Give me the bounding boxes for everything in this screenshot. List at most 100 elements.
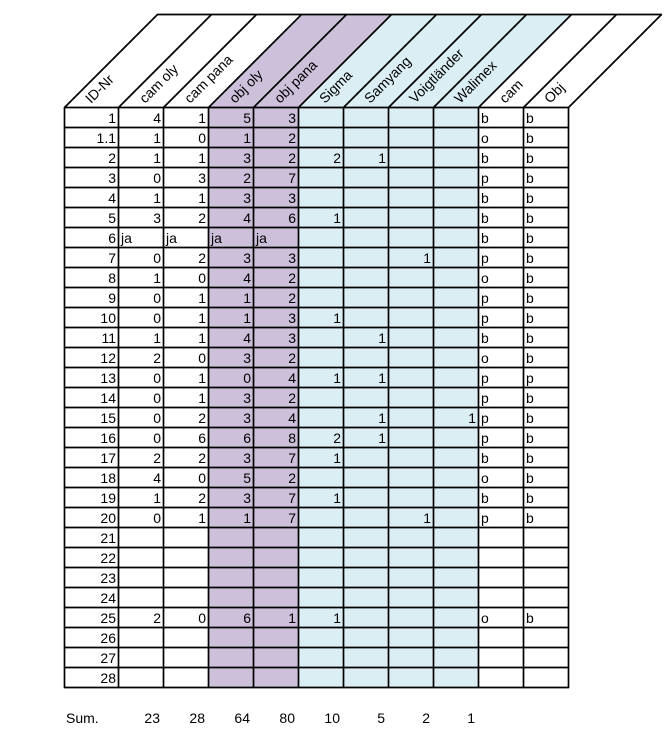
- svg-text:2: 2: [198, 490, 206, 506]
- svg-text:p: p: [481, 390, 489, 406]
- svg-text:p: p: [481, 310, 489, 326]
- svg-text:4: 4: [108, 190, 116, 206]
- svg-text:4: 4: [153, 110, 161, 126]
- svg-text:1: 1: [333, 490, 341, 506]
- svg-text:b: b: [526, 610, 534, 626]
- svg-text:ja: ja: [255, 230, 267, 246]
- svg-text:28: 28: [189, 710, 205, 726]
- svg-text:23: 23: [144, 710, 160, 726]
- svg-text:1: 1: [468, 410, 476, 426]
- svg-text:1: 1: [333, 610, 341, 626]
- svg-text:0: 0: [153, 170, 161, 186]
- svg-text:2: 2: [198, 410, 206, 426]
- svg-text:0: 0: [198, 610, 206, 626]
- svg-text:1: 1: [423, 250, 431, 266]
- svg-text:4: 4: [243, 210, 251, 226]
- svg-text:1: 1: [198, 190, 206, 206]
- svg-text:7: 7: [288, 510, 296, 526]
- svg-text:0: 0: [153, 430, 161, 446]
- svg-text:1: 1: [198, 150, 206, 166]
- svg-text:1: 1: [153, 270, 161, 286]
- svg-text:3: 3: [243, 350, 251, 366]
- svg-text:1: 1: [198, 310, 206, 326]
- svg-text:b: b: [526, 130, 534, 146]
- svg-text:8: 8: [108, 270, 116, 286]
- svg-text:b: b: [526, 350, 534, 366]
- svg-text:1: 1: [153, 490, 161, 506]
- svg-text:b: b: [481, 490, 489, 506]
- svg-text:12: 12: [100, 350, 116, 366]
- svg-text:b: b: [526, 330, 534, 346]
- svg-text:4: 4: [288, 370, 296, 386]
- svg-text:6: 6: [108, 230, 116, 246]
- svg-text:o: o: [481, 130, 489, 146]
- svg-text:1: 1: [333, 210, 341, 226]
- svg-text:2: 2: [288, 130, 296, 146]
- svg-text:1: 1: [378, 370, 386, 386]
- svg-text:1: 1: [198, 110, 206, 126]
- svg-text:3: 3: [108, 170, 116, 186]
- svg-text:7: 7: [288, 170, 296, 186]
- svg-text:22: 22: [100, 550, 116, 566]
- svg-text:2: 2: [333, 150, 341, 166]
- svg-text:ja: ja: [165, 230, 177, 246]
- svg-text:p: p: [481, 290, 489, 306]
- svg-text:3: 3: [153, 210, 161, 226]
- svg-text:24: 24: [100, 590, 116, 606]
- svg-text:1: 1: [198, 510, 206, 526]
- svg-text:1: 1: [198, 330, 206, 346]
- svg-text:18: 18: [100, 470, 116, 486]
- svg-text:b: b: [481, 230, 489, 246]
- svg-text:14: 14: [100, 390, 116, 406]
- svg-text:0: 0: [198, 270, 206, 286]
- svg-text:0: 0: [153, 310, 161, 326]
- svg-text:p: p: [481, 170, 489, 186]
- svg-text:2: 2: [333, 430, 341, 446]
- svg-text:1: 1: [153, 190, 161, 206]
- svg-text:b: b: [526, 230, 534, 246]
- svg-text:ja: ja: [120, 230, 132, 246]
- svg-text:1: 1: [423, 510, 431, 526]
- svg-text:5: 5: [243, 470, 251, 486]
- svg-text:0: 0: [198, 470, 206, 486]
- svg-text:0: 0: [153, 390, 161, 406]
- svg-text:o: o: [481, 610, 489, 626]
- svg-text:1: 1: [378, 430, 386, 446]
- svg-text:b: b: [526, 110, 534, 126]
- svg-text:1: 1: [153, 130, 161, 146]
- svg-text:1: 1: [108, 110, 116, 126]
- svg-text:3: 3: [198, 170, 206, 186]
- svg-text:1: 1: [333, 450, 341, 466]
- svg-text:b: b: [526, 390, 534, 406]
- svg-text:9: 9: [108, 290, 116, 306]
- svg-text:2: 2: [108, 150, 116, 166]
- svg-text:ja: ja: [210, 230, 222, 246]
- svg-text:1: 1: [378, 150, 386, 166]
- svg-text:6: 6: [288, 210, 296, 226]
- svg-text:b: b: [526, 150, 534, 166]
- svg-text:b: b: [526, 490, 534, 506]
- svg-text:4: 4: [243, 330, 251, 346]
- svg-text:7: 7: [288, 490, 296, 506]
- svg-text:b: b: [526, 290, 534, 306]
- svg-text:23: 23: [100, 570, 116, 586]
- svg-text:1: 1: [243, 510, 251, 526]
- svg-text:1: 1: [378, 330, 386, 346]
- svg-text:1: 1: [333, 370, 341, 386]
- svg-text:0: 0: [198, 350, 206, 366]
- svg-text:15: 15: [100, 410, 116, 426]
- svg-text:13: 13: [100, 370, 116, 386]
- svg-text:2: 2: [198, 210, 206, 226]
- svg-text:5: 5: [108, 210, 116, 226]
- svg-text:2: 2: [288, 470, 296, 486]
- svg-text:b: b: [526, 430, 534, 446]
- svg-text:p: p: [481, 410, 489, 426]
- svg-text:b: b: [526, 250, 534, 266]
- svg-text:0: 0: [198, 130, 206, 146]
- svg-text:64: 64: [234, 710, 250, 726]
- svg-text:0: 0: [153, 290, 161, 306]
- svg-text:1: 1: [243, 310, 251, 326]
- svg-text:2: 2: [288, 270, 296, 286]
- svg-text:2: 2: [153, 450, 161, 466]
- svg-text:3: 3: [243, 190, 251, 206]
